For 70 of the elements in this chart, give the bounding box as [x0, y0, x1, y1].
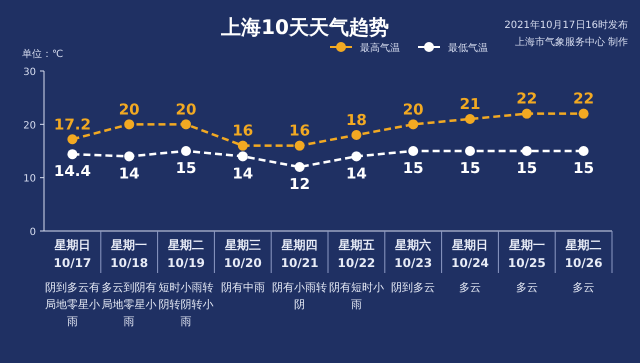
point [181, 119, 191, 130]
text: 多云到阴有局地零星小雨 [102, 281, 157, 328]
y-tick-label: 0 [30, 227, 36, 238]
data-label: 15 [402, 159, 424, 177]
y-axis-title: 单位：℃ [22, 48, 64, 60]
y-tick-label: 20 [23, 120, 36, 132]
text: 阴有短时小雨 [328, 281, 384, 311]
data-label: 15 [176, 159, 196, 177]
data-label: 14 [232, 164, 254, 182]
point [578, 146, 589, 156]
point [522, 146, 532, 156]
point [351, 151, 362, 162]
data-label: 15 [573, 159, 594, 177]
legend-label: 最高气温 [360, 42, 400, 54]
data-label: 16 [232, 122, 254, 140]
x-tick-label: 星期六 10/23 [394, 238, 432, 270]
text: 多云 [572, 281, 595, 294]
chart-title: 上海10天天气趋势 [220, 15, 389, 39]
text: 上海市气象服务中心 制作 [514, 36, 628, 48]
text: 多云 [516, 281, 538, 294]
x-tick-label: 星期三 10/20 [224, 238, 262, 270]
y-tick-label: 10 [23, 174, 36, 185]
point [294, 162, 305, 172]
data-label: 20 [118, 100, 140, 118]
data-label: 12 [289, 175, 310, 193]
point [67, 134, 78, 144]
point [294, 140, 305, 151]
data-label: 20 [402, 100, 424, 118]
point [124, 119, 134, 130]
data-label: 17.2 [54, 115, 91, 134]
x-tick-label: 星期一 10/18 [110, 238, 148, 270]
point [238, 140, 248, 151]
x-tick-label: 星期五 10/22 [337, 238, 376, 270]
point [408, 119, 418, 130]
point [351, 130, 362, 140]
point [181, 146, 191, 156]
text: 阴到多云有局地零星小雨 [44, 281, 100, 328]
x-tick-label: 星期四 10/21 [280, 238, 318, 270]
point [408, 146, 418, 156]
x-tick-label: 星期日 10/24 [451, 238, 489, 270]
text: 2021年10月17日16时发布 [504, 19, 628, 31]
data-label: 20 [176, 100, 196, 118]
point [124, 151, 134, 162]
y-tick-label: 30 [23, 67, 36, 78]
point [465, 146, 475, 156]
point [578, 108, 589, 119]
data-label: 18 [346, 111, 367, 129]
x-tick-label: 星期日 10/17 [53, 238, 92, 270]
data-label: 14 [346, 164, 367, 182]
data-label: 15 [460, 159, 480, 177]
text: 阴有小雨转阴 [272, 281, 328, 311]
data-label: 21 [460, 95, 480, 113]
text: 阴到多云 [391, 281, 436, 294]
text: 多云 [459, 281, 481, 294]
data-label: 22 [573, 90, 594, 108]
x-tick-label: 星期一 10/25 [508, 238, 546, 270]
legend-label: 最低气温 [448, 42, 488, 54]
data-label: 14 [118, 164, 140, 182]
point [67, 149, 78, 160]
data-label: 15 [516, 159, 538, 177]
text: 阴有中雨 [220, 281, 265, 294]
text: 短时小雨转阴转阴转小雨 [158, 281, 214, 328]
point [465, 114, 475, 124]
data-label: 14.4 [54, 162, 91, 180]
data-label: 22 [516, 90, 538, 108]
point [522, 108, 532, 119]
x-tick-label: 星期二 10/26 [564, 238, 602, 270]
x-tick-label: 星期二 10/19 [167, 238, 205, 270]
point [238, 151, 248, 162]
data-label: 16 [289, 122, 310, 140]
